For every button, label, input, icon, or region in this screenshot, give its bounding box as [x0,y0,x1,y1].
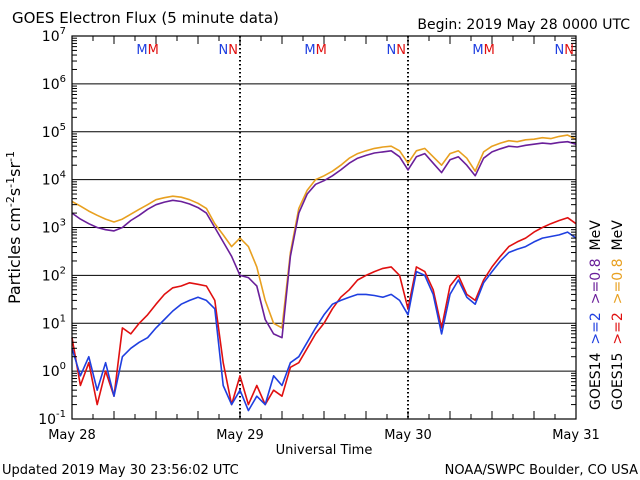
noon-marker: MM [472,43,494,58]
x-tick-label: May 28 [48,428,96,443]
noon-marker: MM [136,43,158,58]
legend: GOES14>=2>=0.8MeV GOES15>=2>=0.8MeV [588,220,626,410]
legend-goes14: GOES14>=2>=0.8MeV [588,220,604,410]
y-tick-label: 100 [42,361,66,380]
updated-timestamp: Updated 2019 May 30 23:56:02 UTC [2,463,239,478]
chart-title: GOES Electron Flux (5 minute data) [12,9,279,27]
legend-goes15: GOES15>=2>=0.8MeV [610,220,626,410]
y-axis-label: Particles cm-2s-1sr-1 [4,151,24,304]
noon-marker: NN [555,43,574,58]
y-tick-label: 107 [42,26,66,45]
noon-marker: NN [219,43,238,58]
x-tick-label: May 31 [552,428,600,443]
y-tick-label: 10-1 [38,409,66,428]
credit: NOAA/SWPC Boulder, CO USA [445,463,638,478]
series-line-3 [71,231,577,412]
series-layer [71,134,577,412]
x-axis-label: Universal Time [276,443,373,458]
y-tick-label: 101 [42,313,66,332]
y-minor-ticks [71,36,577,419]
y-tick-labels: 107 106 105 104 103 102 101 100 10-1 [38,26,66,428]
series-line-1 [71,140,577,339]
y-tick-label: 106 [42,74,66,93]
x-tick-labels: May 28 May 29 May 30 May 31 [48,428,600,443]
y-tick-label: 102 [42,265,66,284]
noon-marker: NN [387,43,406,58]
x-tick-label: May 29 [216,428,264,443]
series-line-2 [71,216,577,406]
x-tick-label: May 30 [384,428,432,443]
begin-time: Begin: 2019 May 28 0000 UTC [417,17,630,33]
y-tick-label: 103 [42,218,66,237]
noon-markers: MM NN MM NN MM NN [136,43,574,58]
series-line-0 [71,134,577,329]
noon-marker: MM [304,43,326,58]
y-tick-label: 105 [42,122,66,141]
y-tick-label: 104 [42,170,66,189]
